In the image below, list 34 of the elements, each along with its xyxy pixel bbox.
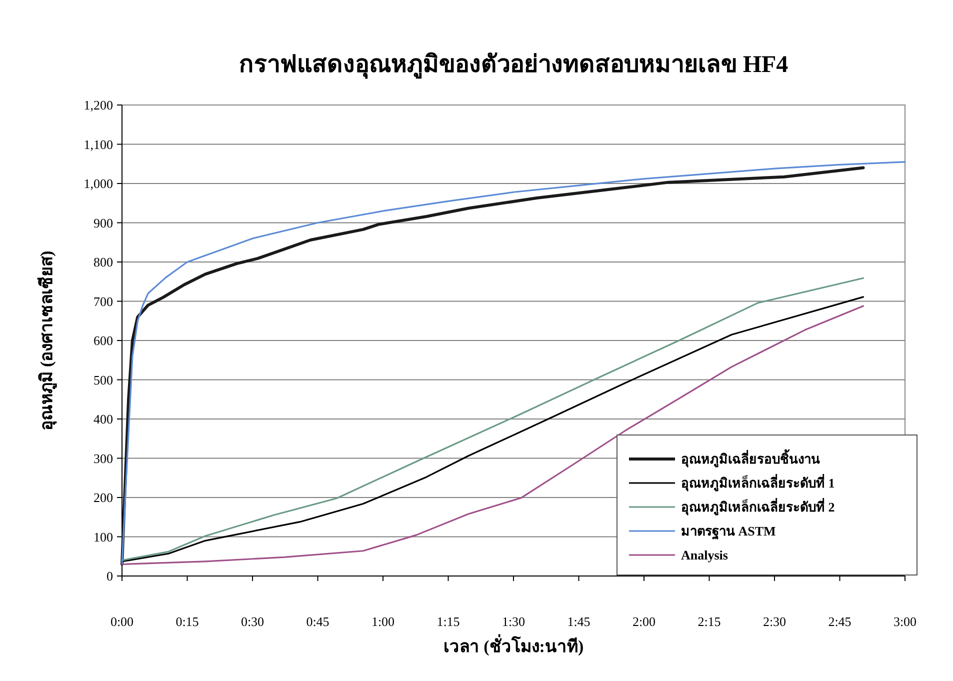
y-tick-label: 600 <box>94 333 113 348</box>
x-tick-label: 0:15 <box>176 614 199 629</box>
x-tick-label: 1:15 <box>436 614 460 629</box>
y-tick-label: 1,000 <box>84 176 113 192</box>
y-tick-label: 100 <box>94 529 113 544</box>
x-tick-label: 2:15 <box>698 614 721 629</box>
legend-label: มาตรฐาน ASTM <box>681 524 776 541</box>
x-tick-label: 0:30 <box>240 614 264 629</box>
y-tick-label: 500 <box>94 372 113 388</box>
x-tick-label: 2:00 <box>632 614 656 629</box>
x-tick-label: 0:45 <box>306 614 330 629</box>
legend-label: อุณหภูมิเฉลี่ยรอบชิ้นงาน <box>681 448 820 468</box>
x-tick-label: 0:00 <box>110 614 134 629</box>
x-tick-label: 1:30 <box>502 614 526 629</box>
legend-label: Analysis <box>681 548 728 563</box>
y-tick-label: 1,100 <box>84 136 113 152</box>
y-tick-label: 800 <box>94 254 113 270</box>
x-tick-label: 1:45 <box>567 614 590 629</box>
x-tick-label: 3:00 <box>893 614 917 629</box>
x-tick-label: 2:30 <box>762 614 786 629</box>
y-tick-label: 700 <box>94 294 113 309</box>
chart-title: กราฟแสดงอุณหภูมิของตัวอย่างทดสอบหมายเลข HF4 <box>238 52 788 80</box>
legend-label: อุณหภูมิเหล็กเฉลี่ยระดับที่ 2 <box>681 498 835 516</box>
y-tick-label: 1,200 <box>84 98 113 113</box>
x-axis-title: เวลา (ชั่วโมง:นาที) <box>443 634 584 656</box>
legend-label: อุณหภูมิเหล็กเฉลี่ยระดับที่ 1 <box>681 474 835 492</box>
x-tick-label: 2:45 <box>828 614 852 629</box>
y-tick-label: 300 <box>94 450 113 466</box>
y-tick-label: 900 <box>94 215 113 230</box>
y-tick-label: 400 <box>94 412 113 427</box>
y-tick-label: 0 <box>106 568 113 584</box>
y-tick-label: 200 <box>94 490 113 506</box>
y-axis-title: อุณหภูมิ (องศาเซลเซียส) <box>36 250 58 430</box>
x-tick-label: 1:00 <box>371 614 395 629</box>
